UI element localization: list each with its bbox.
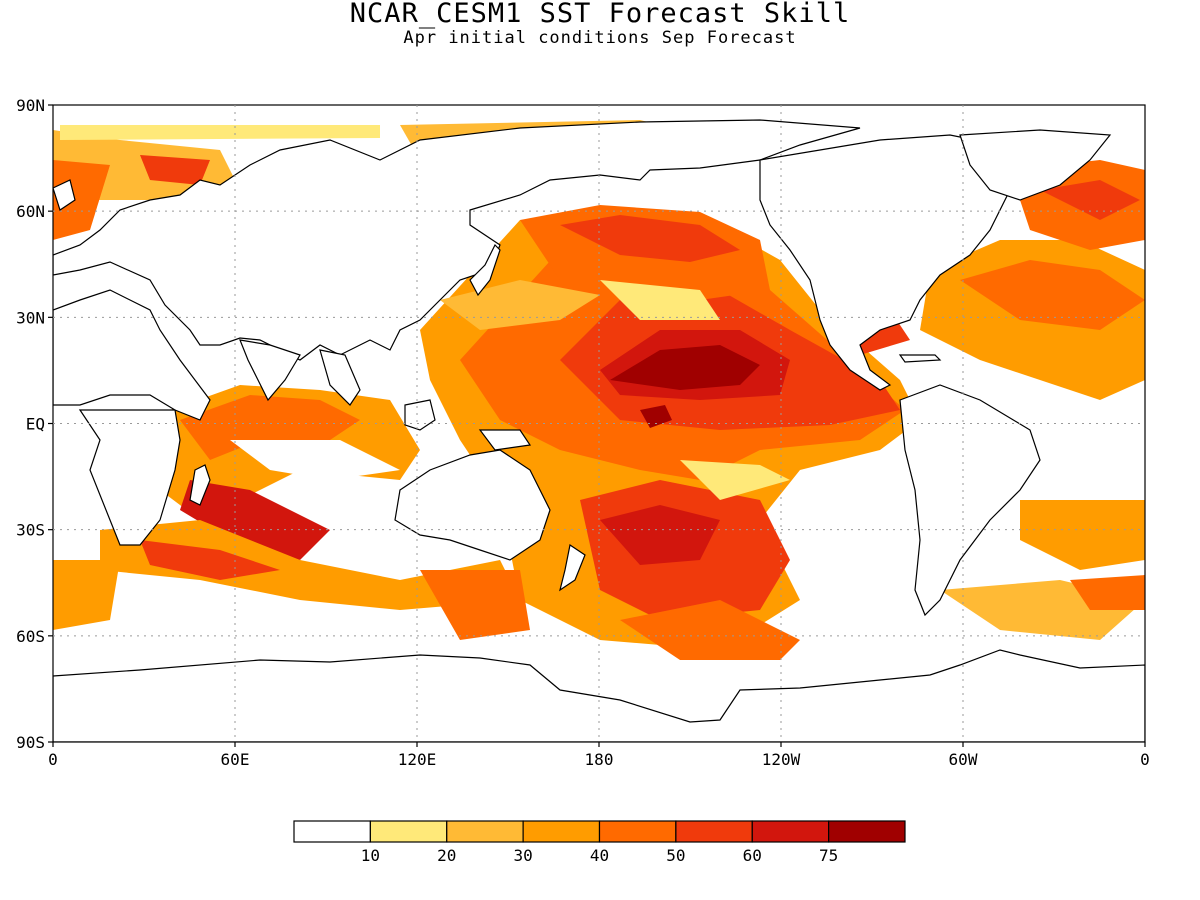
chart-subtitle: Apr initial conditions Sep Forecast — [403, 28, 797, 48]
lat-label: 30S — [16, 521, 45, 540]
legend-label: 50 — [666, 846, 685, 865]
lat-label: 90S — [16, 733, 45, 752]
lon-label: 180 — [585, 750, 614, 769]
legend-label: 30 — [513, 846, 532, 865]
caribbean-islands — [898, 354, 942, 363]
lon-label: 120W — [762, 750, 801, 769]
australia — [394, 449, 551, 561]
legend-swatch — [675, 820, 753, 843]
legend-swatch — [293, 820, 371, 843]
color-legend: 10 20 30 40 50 60 75 — [293, 820, 906, 865]
legend-label: 60 — [743, 846, 762, 865]
japan — [469, 243, 501, 297]
africa — [53, 289, 211, 546]
eurasia — [53, 119, 861, 361]
madagascar — [189, 464, 211, 506]
legend-label: 40 — [590, 846, 609, 865]
landmasses — [53, 119, 1145, 742]
lon-label: 120E — [398, 750, 437, 769]
legend-swatch — [751, 820, 830, 843]
gridlines — [53, 105, 1145, 742]
legend-label: 10 — [361, 846, 380, 865]
lon-label: 60E — [221, 750, 250, 769]
axis-ticks — [48, 104, 1146, 747]
lat-label: 90N — [16, 96, 45, 115]
antarctica — [53, 649, 1145, 742]
legend-swatch — [598, 820, 677, 843]
legend-swatch — [369, 820, 448, 843]
chart-title: NCAR_CESM1 SST Forecast Skill — [349, 0, 851, 29]
new-zealand — [559, 544, 586, 592]
south-america — [899, 384, 1041, 617]
lat-label: 60S — [16, 627, 45, 646]
legend-swatch — [522, 820, 601, 843]
lat-label: EQ — [26, 415, 45, 434]
legend-swatch — [446, 820, 524, 843]
legend-swatch — [828, 820, 906, 843]
se-asia — [319, 349, 361, 406]
lat-label: 60N — [16, 202, 45, 221]
greenland — [959, 129, 1112, 201]
legend-label: 20 — [437, 846, 456, 865]
lat-label: 30N — [16, 308, 45, 327]
borneo — [404, 399, 436, 431]
india — [239, 339, 301, 402]
uk — [53, 179, 76, 211]
new-guinea — [478, 429, 532, 451]
lon-label: 0 — [48, 750, 58, 769]
lon-label: 0 — [1140, 750, 1150, 769]
skill-field — [53, 119, 1145, 742]
legend-label: 75 — [819, 846, 838, 865]
lon-label: 60W — [949, 750, 978, 769]
